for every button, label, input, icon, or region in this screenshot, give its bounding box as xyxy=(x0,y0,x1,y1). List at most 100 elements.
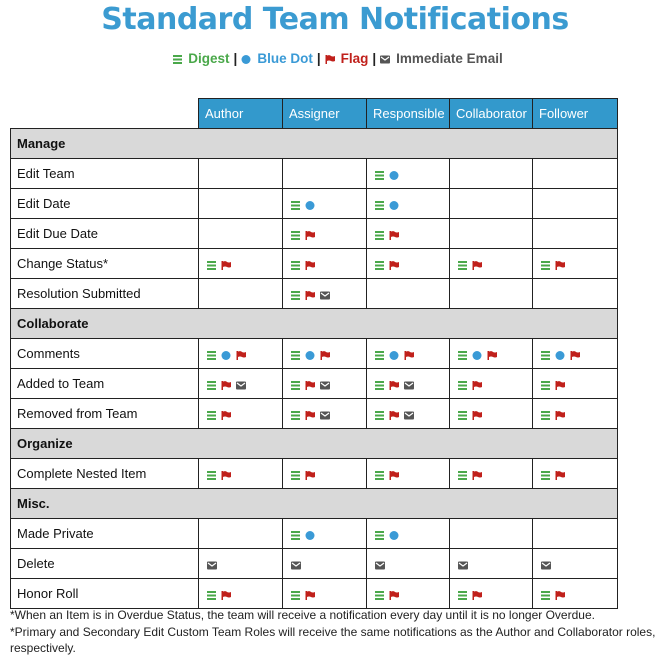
flag-icon xyxy=(305,260,315,270)
cell-assigner xyxy=(282,398,367,429)
cell-responsible xyxy=(366,248,450,279)
cell-assigner xyxy=(282,338,367,369)
cell-author xyxy=(198,278,283,309)
row-label: Delete xyxy=(10,548,199,579)
email-icon xyxy=(541,561,551,570)
digest-icon xyxy=(291,290,300,300)
flag-icon xyxy=(236,350,246,360)
section-row: Misc. xyxy=(10,488,618,519)
row-label: Removed from Team xyxy=(10,398,199,429)
digest-icon xyxy=(458,410,467,420)
notifications-table: Author Assigner Responsible Collaborator Fol… xyxy=(10,98,618,609)
blue-dot-icon xyxy=(305,350,315,360)
column-header-assigner: Assigner xyxy=(282,98,367,129)
row-label: Added to Team xyxy=(10,368,199,399)
flag-icon xyxy=(305,380,315,390)
flag-icon xyxy=(389,260,399,270)
cell-collaborator xyxy=(449,158,533,189)
blue-dot-icon xyxy=(221,350,231,360)
section-header: Organize xyxy=(10,428,618,459)
legend-item-flag: Flag xyxy=(325,50,369,67)
cell-follower xyxy=(532,398,618,429)
digest-icon xyxy=(458,350,467,360)
cell-assigner xyxy=(282,158,367,189)
section-row: Collaborate xyxy=(10,308,618,339)
legend-separator: | xyxy=(233,50,238,66)
digest-icon xyxy=(375,530,384,540)
section-header: Misc. xyxy=(10,488,618,519)
flag-icon xyxy=(320,350,330,360)
cell-collaborator xyxy=(449,368,533,399)
flag-icon xyxy=(221,410,231,420)
digest-icon xyxy=(291,350,300,360)
cell-follower xyxy=(532,278,618,309)
cell-collaborator xyxy=(449,338,533,369)
blue-dot-icon xyxy=(389,350,399,360)
column-header-author: Author xyxy=(198,98,283,129)
section-header: Collaborate xyxy=(10,308,618,339)
legend-label: Immediate Email xyxy=(396,51,503,67)
digest-icon xyxy=(541,260,550,270)
email-icon xyxy=(458,561,468,570)
flag-icon xyxy=(305,290,315,300)
cell-author xyxy=(198,398,283,429)
footnotes: *When an Item is in Overdue Status, the … xyxy=(10,607,660,657)
cell-assigner xyxy=(282,188,367,219)
flag-icon xyxy=(305,410,315,420)
cell-follower xyxy=(532,188,618,219)
cell-assigner xyxy=(282,218,367,249)
email-icon xyxy=(207,561,217,570)
flag-icon xyxy=(555,380,565,390)
cell-follower xyxy=(532,158,618,189)
table-row: Complete Nested Item xyxy=(10,458,618,489)
cell-author xyxy=(198,578,283,609)
blue-dot-icon xyxy=(555,350,565,360)
cell-author xyxy=(198,248,283,279)
flag-icon xyxy=(555,470,565,480)
footnote-custom-roles: *Primary and Secondary Edit Custom Team … xyxy=(10,624,656,656)
cell-author xyxy=(198,188,283,219)
flag-icon xyxy=(472,470,482,480)
cell-responsible xyxy=(366,368,450,399)
blue-dot-icon xyxy=(305,530,315,540)
digest-icon xyxy=(375,170,384,180)
cell-assigner xyxy=(282,458,367,489)
row-label: Edit Team xyxy=(10,158,199,189)
flag-icon xyxy=(389,590,399,600)
flag-icon xyxy=(404,350,414,360)
email-icon xyxy=(404,381,414,390)
digest-icon xyxy=(541,590,550,600)
cell-responsible xyxy=(366,518,450,549)
email-icon xyxy=(404,411,414,420)
blue-dot-icon xyxy=(472,350,482,360)
table-row: Removed from Team xyxy=(10,398,618,429)
cell-author xyxy=(198,548,283,579)
cell-collaborator xyxy=(449,578,533,609)
cell-responsible xyxy=(366,278,450,309)
email-icon xyxy=(291,561,301,570)
flag-icon xyxy=(325,54,335,64)
digest-icon xyxy=(375,380,384,390)
email-icon xyxy=(320,381,330,390)
digest-icon xyxy=(291,470,300,480)
email-icon xyxy=(375,561,385,570)
blue-dot-icon xyxy=(389,200,399,210)
cell-author xyxy=(198,518,283,549)
digest-icon xyxy=(375,200,384,210)
cell-collaborator xyxy=(449,278,533,309)
cell-collaborator xyxy=(449,398,533,429)
cell-responsible xyxy=(366,338,450,369)
digest-icon xyxy=(375,470,384,480)
blue-dot-icon xyxy=(241,54,251,64)
cell-responsible xyxy=(366,158,450,189)
flag-icon xyxy=(570,350,580,360)
cell-follower xyxy=(532,518,618,549)
digest-icon xyxy=(173,54,183,64)
digest-icon xyxy=(541,410,550,420)
row-label: Change Status* xyxy=(10,248,199,279)
flag-icon xyxy=(472,410,482,420)
digest-icon xyxy=(291,230,300,240)
cell-collaborator xyxy=(449,548,533,579)
email-icon xyxy=(320,291,330,300)
legend-label: Flag xyxy=(340,51,369,67)
